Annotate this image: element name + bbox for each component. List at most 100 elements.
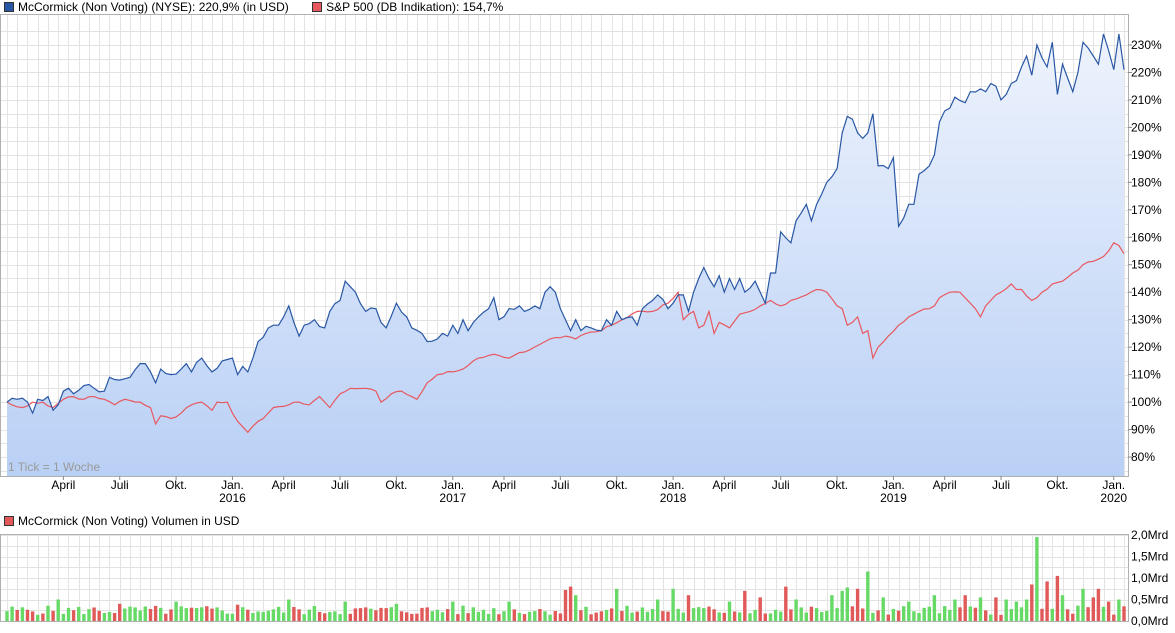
- volume-bar[interactable]: [194, 608, 199, 621]
- volume-bar[interactable]: [220, 610, 224, 622]
- volume-bar[interactable]: [456, 614, 460, 621]
- volume-bar[interactable]: [435, 609, 440, 621]
- volume-bar[interactable]: [118, 603, 122, 621]
- volume-bar[interactable]: [169, 609, 173, 621]
- volume-bar[interactable]: [784, 586, 788, 621]
- volume-bar[interactable]: [799, 607, 803, 621]
- volume-bar[interactable]: [953, 599, 957, 622]
- volume-bar[interactable]: [835, 608, 839, 621]
- volume-bar[interactable]: [1071, 613, 1075, 621]
- volume-bar[interactable]: [1106, 601, 1111, 621]
- volume-bar[interactable]: [256, 611, 260, 621]
- volume-bar[interactable]: [71, 610, 76, 621]
- volume-bar[interactable]: [738, 612, 742, 621]
- volume-bar[interactable]: [492, 608, 496, 621]
- volume-bar[interactable]: [1081, 588, 1085, 622]
- volume-bar[interactable]: [553, 611, 557, 621]
- volume-bar[interactable]: [1035, 537, 1039, 621]
- volume-bar[interactable]: [789, 609, 793, 621]
- volume-bar[interactable]: [507, 601, 511, 621]
- volume-bar[interactable]: [36, 614, 40, 621]
- volume-bar[interactable]: [20, 607, 25, 621]
- volume-bar[interactable]: [937, 613, 942, 621]
- volume-bar[interactable]: [589, 614, 593, 621]
- volume-bar[interactable]: [927, 606, 931, 621]
- volume-bar[interactable]: [241, 607, 245, 621]
- volume-bar[interactable]: [271, 609, 276, 621]
- volume-bar[interactable]: [138, 610, 142, 621]
- sp500-line[interactable]: [6, 242, 1125, 434]
- volume-bar[interactable]: [1117, 599, 1121, 622]
- volume-bar[interactable]: [364, 607, 368, 621]
- volume-bar[interactable]: [56, 599, 60, 622]
- volume-bar[interactable]: [307, 609, 311, 621]
- volume-bar[interactable]: [543, 611, 547, 621]
- volume-bar[interactable]: [886, 614, 890, 621]
- volume-bar[interactable]: [82, 614, 86, 621]
- volume-bar[interactable]: [763, 613, 767, 622]
- volume-bar[interactable]: [128, 606, 132, 621]
- volume-bar[interactable]: [1009, 609, 1013, 621]
- volume-bar[interactable]: [446, 609, 450, 621]
- volume-bar[interactable]: [343, 601, 347, 621]
- volume-bar[interactable]: [123, 608, 127, 622]
- volume-bar[interactable]: [5, 611, 9, 621]
- volume-bar[interactable]: [896, 610, 901, 621]
- volume-bar[interactable]: [599, 611, 604, 621]
- volume-bar[interactable]: [159, 607, 163, 621]
- volume-bar[interactable]: [77, 606, 81, 621]
- volume-bar[interactable]: [51, 610, 55, 621]
- volume-bar[interactable]: [522, 614, 527, 621]
- volume-bar[interactable]: [548, 614, 552, 621]
- volume-bar[interactable]: [1040, 608, 1044, 621]
- volume-bar[interactable]: [671, 588, 675, 622]
- volume-bar[interactable]: [205, 606, 209, 621]
- volume-bar[interactable]: [46, 605, 50, 621]
- legend-item-sp500[interactable]: S&P 500 (DB Indikation): 154,7%: [312, 0, 503, 14]
- volume-bar[interactable]: [261, 611, 265, 621]
- mccormick-line[interactable]: [6, 33, 1125, 415]
- volume-bar[interactable]: [973, 607, 978, 621]
- volume-bar[interactable]: [850, 606, 855, 621]
- volume-bar[interactable]: [179, 606, 183, 621]
- volume-bar[interactable]: [107, 611, 112, 621]
- volume-bar[interactable]: [794, 599, 798, 622]
- volume-bar[interactable]: [251, 613, 255, 621]
- volume-bar[interactable]: [620, 611, 624, 621]
- volume-bar[interactable]: [661, 611, 665, 621]
- volume-bar[interactable]: [215, 607, 219, 621]
- volume-bar[interactable]: [461, 605, 465, 621]
- volume-bar[interactable]: [471, 607, 475, 621]
- volume-bar[interactable]: [1024, 599, 1029, 622]
- volume-bar[interactable]: [809, 606, 814, 621]
- volume-bar[interactable]: [907, 601, 911, 621]
- volume-bar[interactable]: [148, 609, 153, 621]
- volume-bar[interactable]: [814, 608, 819, 621]
- volume-bar[interactable]: [517, 612, 522, 621]
- volume-bar[interactable]: [61, 613, 66, 621]
- volume-bar[interactable]: [604, 609, 609, 621]
- volume-bar[interactable]: [394, 603, 399, 621]
- volume-bar[interactable]: [686, 595, 691, 621]
- volume-bar[interactable]: [932, 595, 937, 621]
- volume-bar[interactable]: [133, 607, 137, 621]
- volume-bar[interactable]: [374, 610, 378, 621]
- volume-bar[interactable]: [727, 601, 732, 621]
- volume-bar[interactable]: [41, 613, 45, 622]
- volume-bar[interactable]: [317, 612, 322, 621]
- volume-bar[interactable]: [451, 601, 455, 621]
- volume-bar[interactable]: [328, 612, 332, 621]
- volume-bar[interactable]: [958, 607, 962, 621]
- volume-bar[interactable]: [174, 601, 178, 621]
- volume-bar[interactable]: [615, 588, 619, 622]
- volume-bar[interactable]: [820, 612, 824, 621]
- volume-bar[interactable]: [246, 609, 250, 621]
- volume-bar[interactable]: [410, 613, 414, 621]
- volume-bar[interactable]: [1076, 605, 1080, 621]
- volume-bar[interactable]: [369, 608, 373, 621]
- volume-bar[interactable]: [681, 612, 685, 621]
- volume-bar[interactable]: [292, 607, 296, 621]
- volume-bar[interactable]: [338, 614, 342, 621]
- volume-bar[interactable]: [1086, 607, 1090, 621]
- volume-bar[interactable]: [353, 608, 358, 621]
